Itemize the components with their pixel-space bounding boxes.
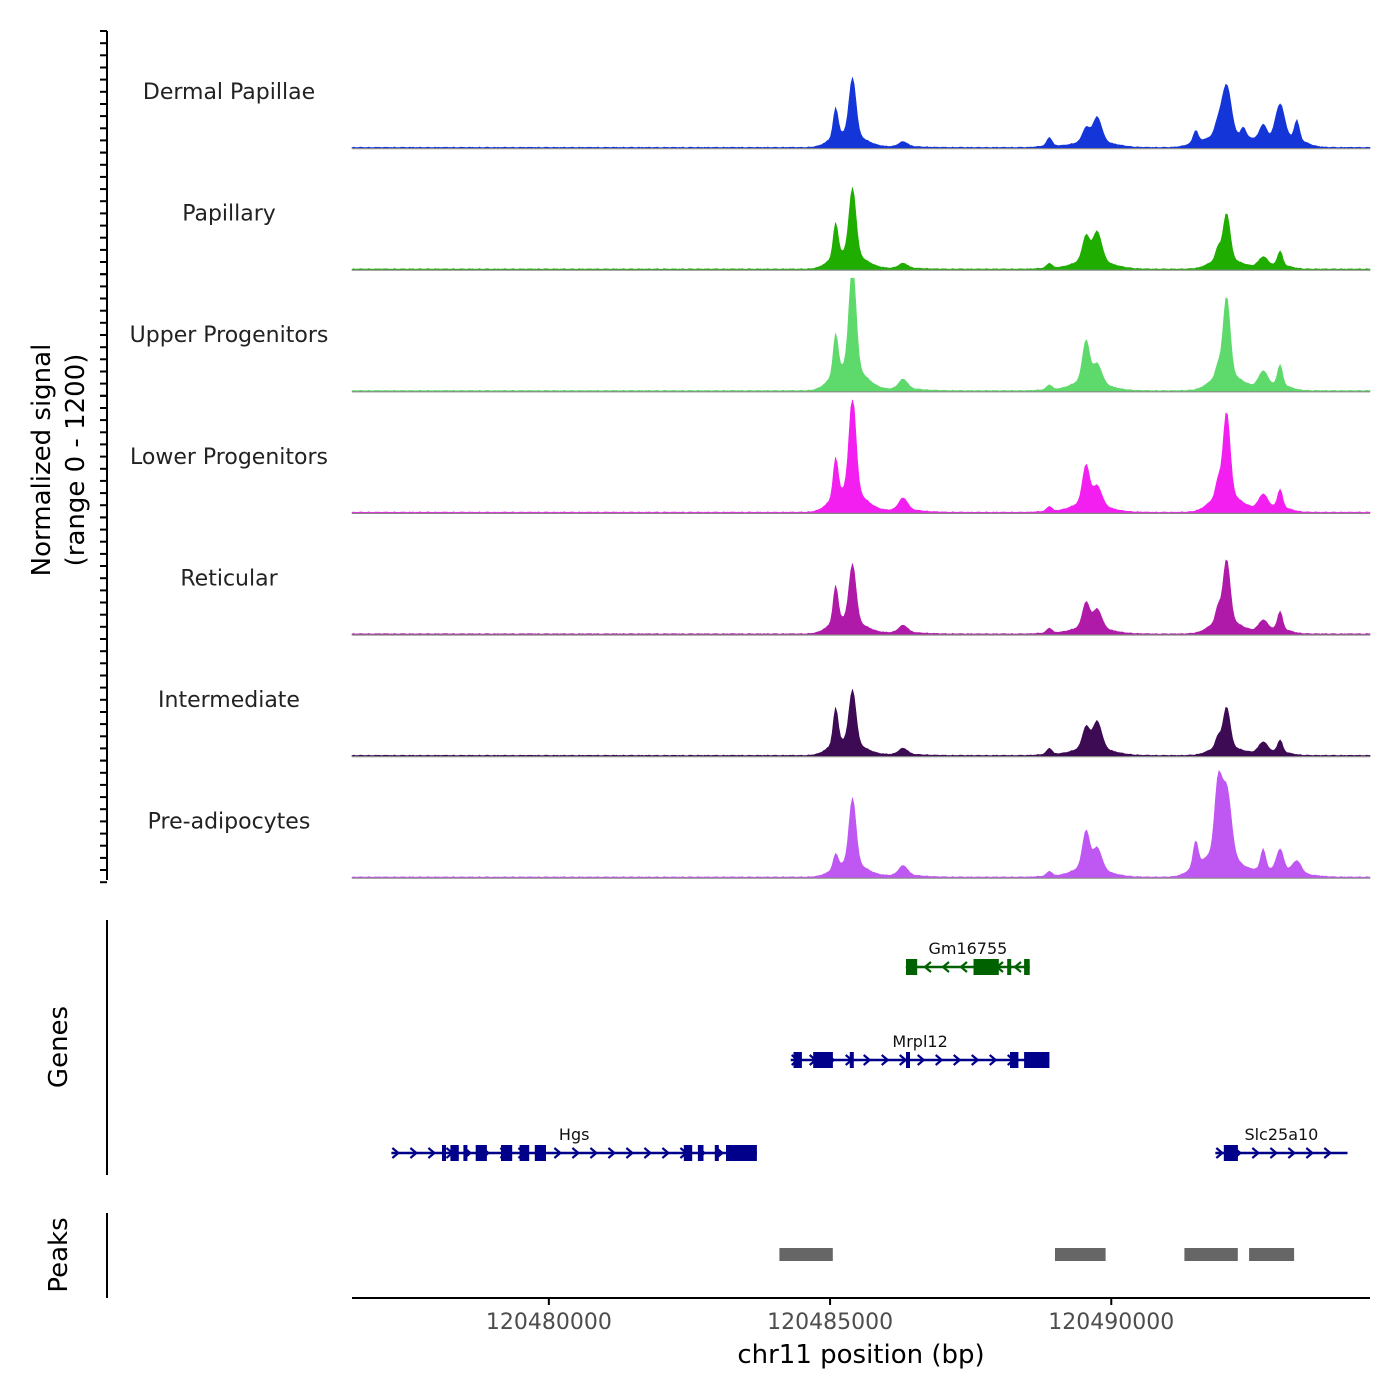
x-tick-label: 120485000 (767, 1310, 893, 1335)
x-tick-label: 120480000 (486, 1310, 612, 1335)
coverage-area-dermal-papillae (351, 77, 1371, 149)
strand-arrow (880, 1054, 890, 1066)
track-label-reticular: Reticular (180, 566, 278, 591)
coverage-area-pre-adipocytes (351, 769, 1371, 879)
strand-arrow (643, 1147, 653, 1159)
gene-label-hgs: Hgs (559, 1125, 590, 1144)
gene-label-mrpl12: Mrpl12 (892, 1032, 947, 1051)
strand-arrow (941, 961, 950, 973)
exon (1024, 1052, 1050, 1068)
strand-arrow (625, 1147, 635, 1159)
track-reticular (351, 559, 1371, 636)
gene-gm16755: Gm16755 (905, 939, 1030, 975)
strand-arrow (661, 1147, 671, 1159)
coverage-y-ticks (100, 30, 107, 884)
track-dermal-papillae (351, 77, 1371, 150)
strand-arrow (923, 961, 932, 973)
strand-arrow (1269, 1147, 1279, 1159)
exon (726, 1145, 757, 1161)
track-intermediate (351, 689, 1371, 758)
coverage-area-papillary (351, 187, 1371, 271)
track-pre-adipocytes (351, 769, 1371, 879)
strand-arrow (607, 1147, 617, 1159)
track-label-upper-progenitors: Upper Progenitors (130, 323, 329, 348)
exon (906, 1052, 910, 1068)
strand-arrow (1215, 1147, 1225, 1159)
coverage-y-axis-subtitle: (range 0 - 1200) (61, 354, 91, 567)
x-axis-title: chr11 position (bp) (737, 1340, 984, 1370)
strand-arrow (391, 1147, 401, 1159)
strand-arrow (1251, 1147, 1261, 1159)
track-label-papillary: Papillary (182, 202, 276, 227)
coverage-area-upper-progenitors (351, 277, 1371, 393)
exon (849, 1052, 854, 1068)
track-label-lower-progenitors: Lower Progenitors (130, 445, 328, 470)
gene-annotations: Gm16755 Mrpl12 Hgs Slc25a10 (391, 939, 1348, 1161)
exon (442, 1145, 446, 1161)
gene-label-gm16755: Gm16755 (928, 939, 1007, 958)
strand-arrow (571, 1147, 581, 1159)
track-label-intermediate: Intermediate (158, 688, 300, 713)
strand-arrow (409, 1147, 419, 1159)
strand-arrow (934, 1054, 944, 1066)
strand-arrow (553, 1147, 563, 1159)
strand-arrow (988, 1054, 998, 1066)
strand-arrow (1013, 961, 1022, 973)
exon (1223, 1145, 1238, 1161)
coverage-y-axis-title: Normalized signal (27, 344, 57, 577)
exon (813, 1052, 833, 1068)
gene-hgs: Hgs (391, 1125, 757, 1161)
exon (906, 959, 918, 975)
gene-slc25a10: Slc25a10 (1215, 1125, 1348, 1161)
track-upper-progenitors (351, 277, 1371, 393)
strand-arrow (427, 1147, 437, 1159)
peaks-title: Peaks (44, 1217, 74, 1292)
x-axis-ticks: 120480000 120485000 120490000 (486, 1298, 1174, 1335)
strand-arrow (589, 1147, 599, 1159)
strand-arrow (970, 1054, 980, 1066)
exon (1010, 1052, 1019, 1068)
exon (973, 959, 999, 975)
strand-arrow (898, 1054, 908, 1066)
gene-mrpl12: Mrpl12 (790, 1032, 1050, 1068)
track-label-dermal-papillae: Dermal Papillae (143, 80, 315, 105)
strand-arrow (1287, 1147, 1297, 1159)
peak-region (1055, 1248, 1106, 1261)
exon (1024, 959, 1030, 975)
strand-arrow (916, 1054, 926, 1066)
track-label-pre-adipocytes: Pre-adipocytes (148, 810, 311, 835)
genes-title: Genes (44, 1006, 74, 1088)
strand-arrow (862, 1054, 872, 1066)
track-papillary (351, 187, 1371, 271)
peak-regions (779, 1248, 1295, 1261)
gene-label-slc25a10: Slc25a10 (1244, 1125, 1318, 1144)
coverage-area-reticular (351, 559, 1371, 636)
exon (463, 1145, 468, 1161)
exon (683, 1145, 693, 1161)
coverage-area-lower-progenitors (351, 399, 1371, 514)
peak-region (1249, 1248, 1295, 1261)
exon (1007, 959, 1012, 975)
exon (450, 1145, 459, 1161)
coverage-area-intermediate (351, 689, 1371, 757)
coverage-y-axis (100, 30, 108, 884)
exon (697, 1145, 704, 1161)
strand-arrow (1305, 1147, 1315, 1159)
exon (793, 1052, 802, 1068)
peak-region (1184, 1248, 1238, 1261)
track-lower-progenitors (351, 399, 1371, 515)
coverage-tracks (351, 77, 1371, 879)
exon (714, 1145, 719, 1161)
peak-region (779, 1248, 833, 1261)
exon (501, 1145, 513, 1161)
track-labels: Dermal Papillae Papillary Upper Progenitor… (130, 80, 329, 835)
exon (534, 1145, 546, 1161)
exon (475, 1145, 487, 1161)
x-tick-label: 120490000 (1048, 1310, 1174, 1335)
exon (519, 1145, 530, 1161)
strand-arrow (959, 961, 968, 973)
strand-arrow (952, 1054, 962, 1066)
strand-arrow (1323, 1147, 1333, 1159)
